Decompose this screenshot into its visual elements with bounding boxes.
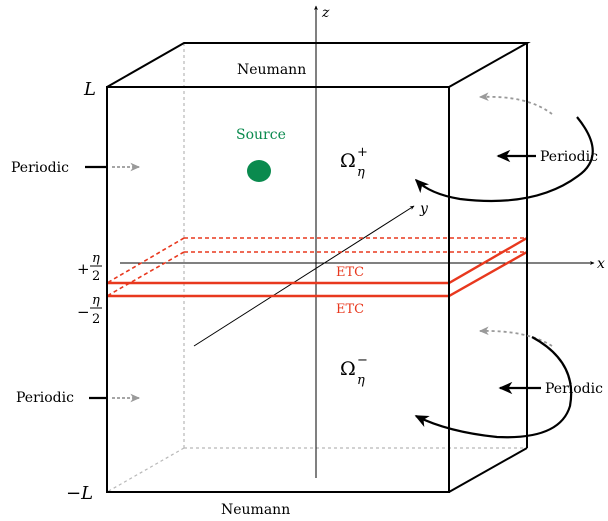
- lower-region-label: Ω − η: [340, 353, 368, 388]
- top-boundary-label: Neumann: [237, 62, 306, 78]
- plus-sign: +: [77, 260, 90, 278]
- box-edges: [106, 42, 531, 493]
- top-bound-label: L: [83, 79, 96, 100]
- z-axis-label: z: [321, 5, 330, 21]
- interface-lower-label: ETC: [336, 302, 364, 317]
- source-label: Source: [236, 127, 286, 143]
- right-upper-periodic-label: Periodic: [540, 149, 598, 165]
- omega-sub: η: [357, 373, 365, 388]
- omega-sub: η: [357, 165, 365, 180]
- source-dot: [247, 160, 271, 182]
- omega-sup: −: [357, 353, 368, 368]
- upper-region-label: Ω + η: [340, 145, 368, 180]
- right-upper-gray-arrow: [478, 92, 553, 115]
- upper-interface-label: + η 2: [77, 251, 102, 284]
- two-denominator: 2: [92, 269, 100, 284]
- y-axis: [193, 205, 415, 347]
- minus-sign: −: [77, 303, 90, 321]
- interface-upper-label: ETC: [336, 265, 364, 280]
- bottom-bound-label: −L: [66, 483, 93, 504]
- omega-sup: +: [357, 145, 368, 160]
- two-denominator: 2: [92, 312, 100, 327]
- right-lower-periodic-label: Periodic: [545, 381, 603, 397]
- eta-numerator: η: [92, 251, 100, 266]
- y-axis-label: y: [419, 201, 429, 217]
- eta-numerator: η: [92, 293, 100, 308]
- hidden-edges: [106, 43, 527, 493]
- omega-base: Ω: [340, 150, 356, 172]
- right-upper-curved-arrow: [414, 116, 594, 203]
- interface-hidden-edges: [106, 237, 527, 297]
- x-axis-label: x: [597, 256, 605, 272]
- right-lower-curved-arrow: [414, 336, 573, 439]
- left-lower-periodic-label: Periodic: [16, 390, 74, 406]
- left-upper-periodic-label: Periodic: [11, 160, 69, 176]
- lower-interface-label: − η 2: [77, 293, 102, 327]
- right-lower-gray-arrow: [478, 326, 553, 347]
- bottom-boundary-label: Neumann: [221, 502, 290, 518]
- omega-base: Ω: [340, 358, 356, 380]
